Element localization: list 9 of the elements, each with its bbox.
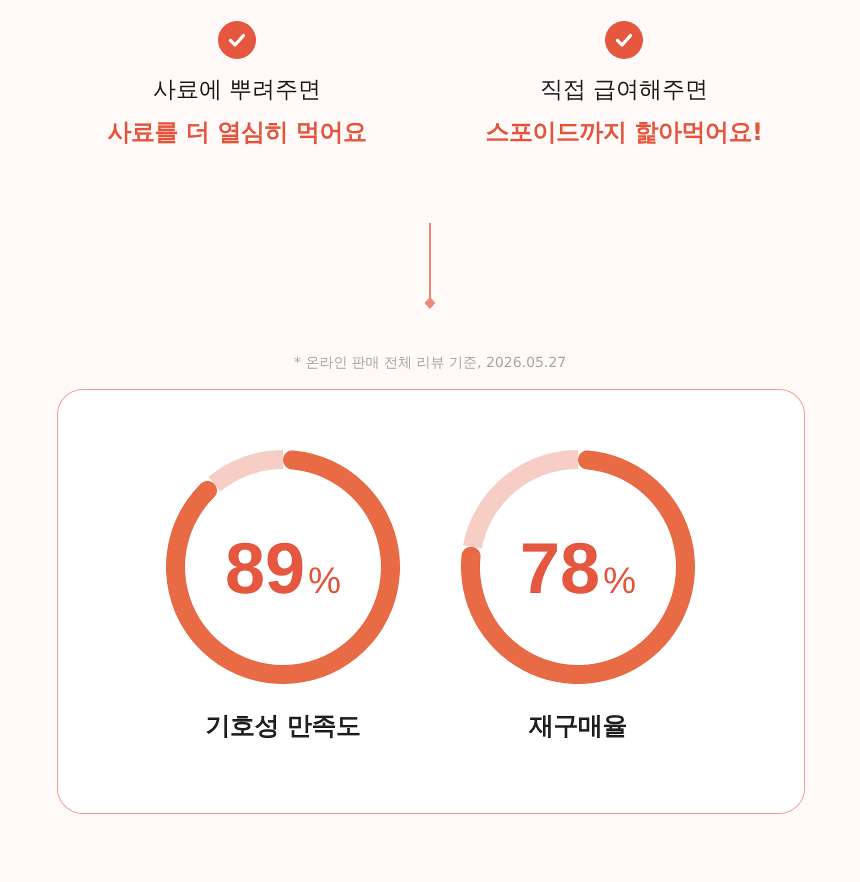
text: 기호성 만족도 xyxy=(204,710,362,742)
text: 스포이드까지 핥아먹어요! xyxy=(484,117,764,147)
data-label: 78% xyxy=(520,529,636,609)
text: 재구매율 xyxy=(528,710,628,742)
data-label: 89% xyxy=(225,529,341,609)
text: 사료를 더 열심히 먹어요 xyxy=(106,117,368,147)
text: 사료에 뿌려주면 xyxy=(152,76,322,105)
text: 직접 급여해주면 xyxy=(538,76,710,105)
text: * 온라인 판매 전체 리뷰 기준, 2026.05.27 xyxy=(292,354,568,373)
